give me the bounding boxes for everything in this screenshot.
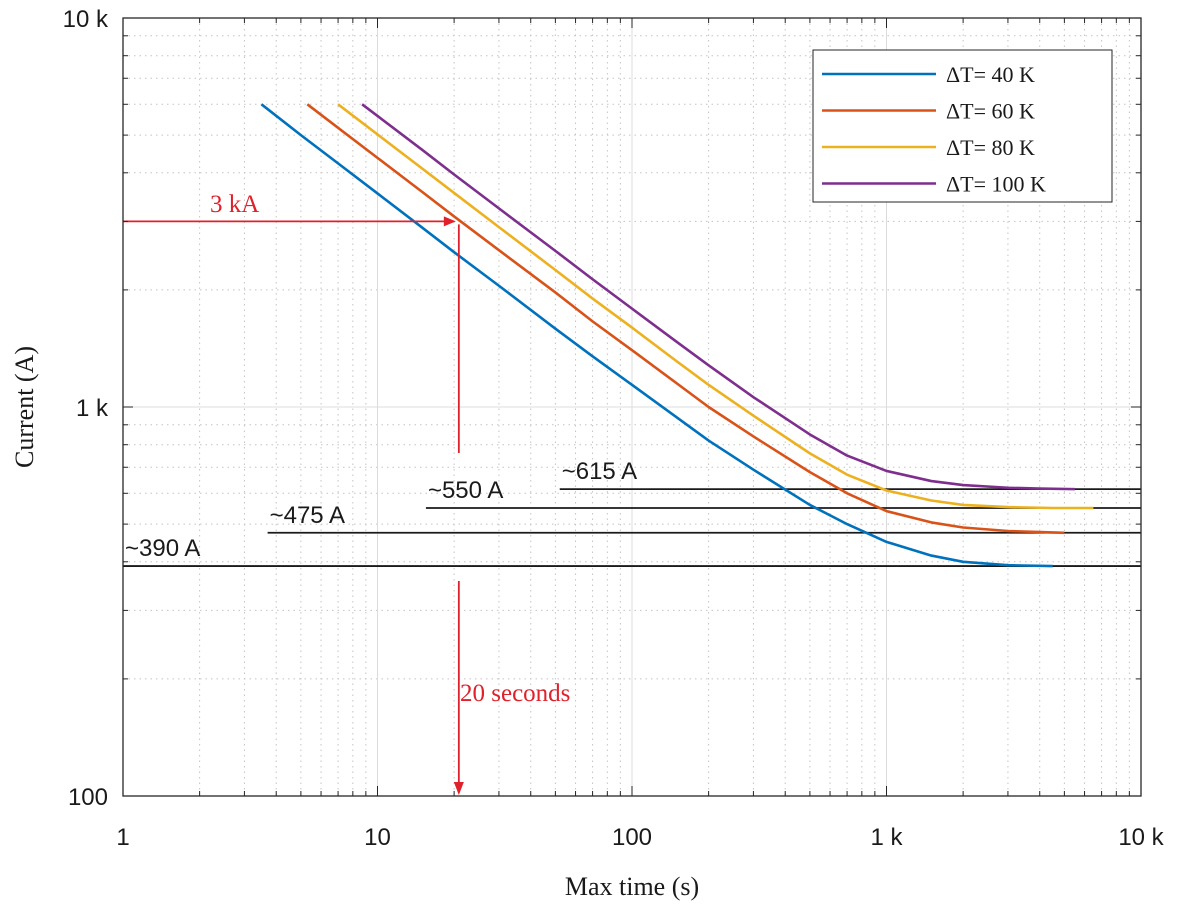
y-tick-label: 1 k	[76, 395, 109, 422]
time-arrowhead	[453, 782, 464, 795]
legend: ΔT= 40 K ΔT= 60 K ΔT= 80 K ΔT= 100 K	[812, 49, 1113, 203]
axis-ticks	[122, 17, 1142, 797]
reference-line-label: ~550 A	[428, 477, 503, 504]
reference-line-label: ~390 A	[125, 535, 200, 562]
legend-box	[812, 49, 1113, 203]
legend-label: ΔT= 80 K	[946, 135, 1035, 160]
series-line-1	[306, 103, 1065, 535]
legend-label: ΔT= 100 K	[946, 172, 1046, 197]
x-tick-label: 10 k	[1118, 824, 1164, 851]
major-grid	[123, 18, 1141, 796]
annotation-current-label: 3 kA	[210, 191, 259, 218]
legend-label: ΔT= 60 K	[946, 99, 1035, 124]
x-tick-label: 1 k	[870, 824, 903, 851]
tick-labels: 1 10 100 1 k 10 k 100 1 k 10 k	[63, 6, 1165, 851]
reference-line-label: ~475 A	[270, 502, 345, 529]
reference-line-label: ~615 A	[562, 458, 637, 485]
legend-label: ΔT= 40 K	[946, 62, 1035, 87]
y-tick-label: 10 k	[63, 6, 109, 33]
series-line-0	[260, 103, 1053, 568]
series-lines	[260, 103, 1094, 568]
x-axis-title: Max time (s)	[565, 872, 699, 901]
y-tick-label: 100	[68, 784, 108, 811]
current-arrowhead	[443, 216, 456, 227]
x-tick-label: 100	[612, 824, 652, 851]
x-tick-label: 1	[116, 824, 129, 851]
series-line-3	[361, 103, 1075, 491]
y-axis-title: Current (A)	[10, 346, 39, 468]
x-tick-label: 10	[364, 824, 391, 851]
annotation-arrows	[123, 216, 464, 795]
annotation-time-label: 20 seconds	[460, 680, 570, 707]
series-line-2	[337, 103, 1094, 510]
reference-labels: ~390 A ~475 A ~550 A ~615 A	[125, 458, 637, 562]
